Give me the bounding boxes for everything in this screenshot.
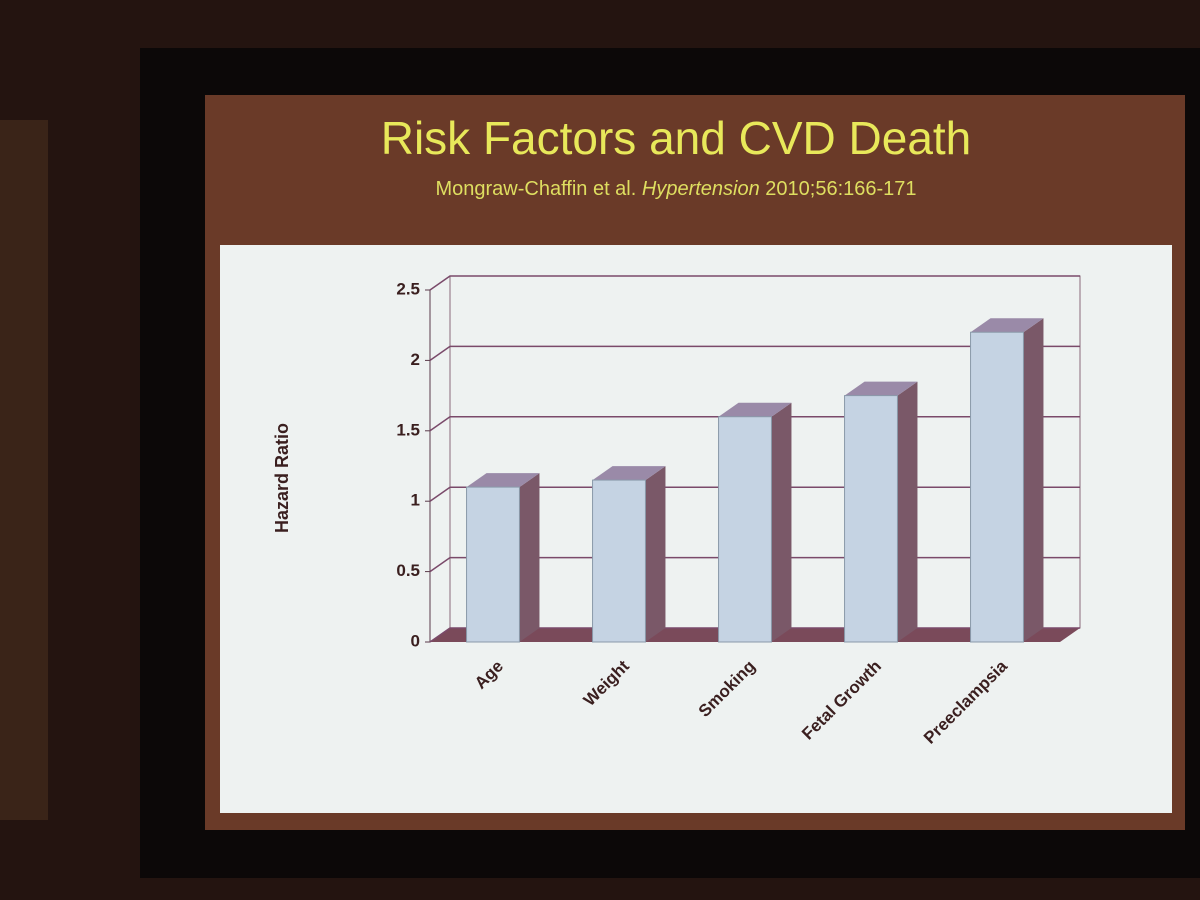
bar-top — [466, 473, 540, 488]
bar — [466, 486, 520, 643]
y-axis-label: Hazard Ratio — [272, 423, 292, 533]
chart-title: Risk Factors and CVD Death — [381, 112, 972, 164]
grid-line — [429, 345, 1080, 362]
bar — [718, 416, 772, 643]
subtitle-authors: Mongraw-Chaffin et al. — [435, 178, 636, 200]
bar-top — [970, 318, 1044, 333]
grid-line — [429, 275, 1080, 291]
bar — [592, 479, 646, 643]
y-tick-label: 1 — [411, 491, 420, 510]
y-tick-label: 0.5 — [396, 561, 420, 580]
bar-top — [592, 466, 666, 481]
bar-side — [771, 402, 792, 642]
chart-subtitle: Mongraw-Chaffin et al. Hypertension 2010… — [435, 178, 916, 200]
bar-side — [519, 473, 540, 642]
y-tick-label: 2.5 — [396, 279, 420, 298]
bar — [970, 331, 1024, 643]
bar-top — [718, 402, 792, 417]
subtitle-journal: Hypertension — [642, 178, 760, 200]
y-tick-label: 1.5 — [396, 420, 420, 439]
subtitle-ref: 2010;56:166-171 — [765, 178, 916, 200]
bar — [844, 395, 898, 643]
y-tick-label: 0 — [411, 631, 420, 650]
door-frame — [0, 120, 48, 820]
y-tick-label: 2 — [411, 350, 420, 369]
bar-side — [1023, 318, 1044, 642]
bar-side — [645, 466, 666, 642]
bar-top — [844, 381, 918, 396]
bar-side — [897, 381, 918, 642]
